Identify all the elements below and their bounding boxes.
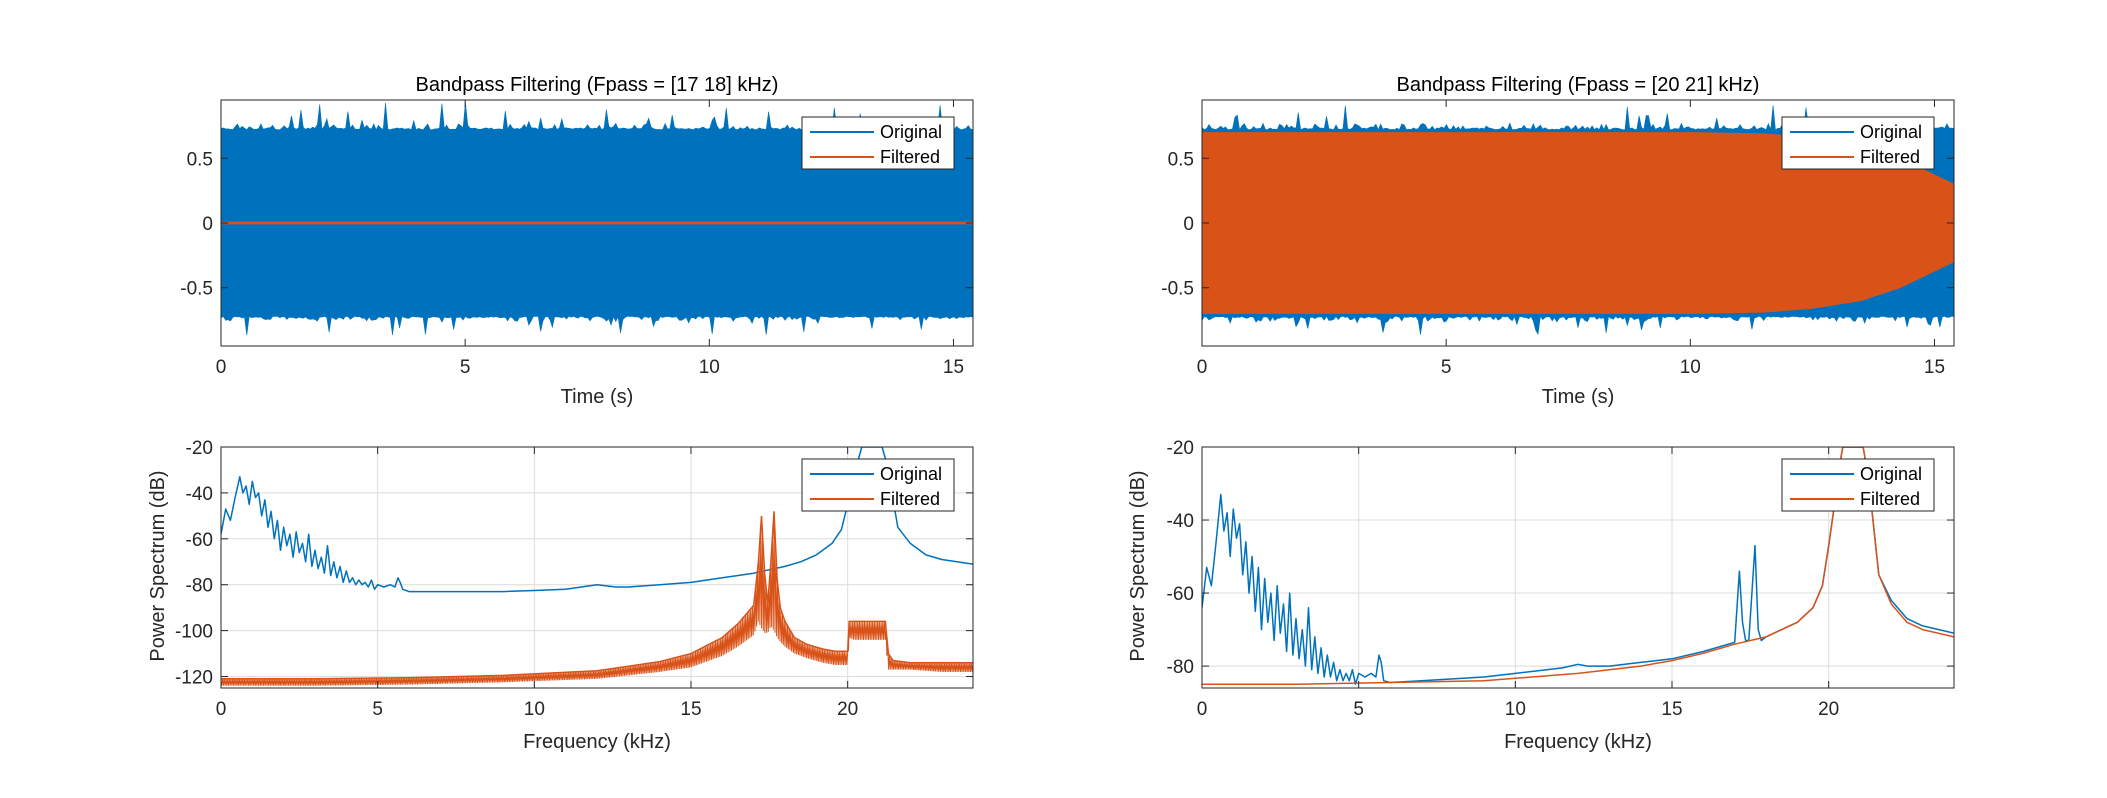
legend[interactable]: Original Filtered	[1781, 458, 1935, 512]
y-tick-label: 0	[202, 214, 213, 235]
y-tick-label: -0.5	[180, 279, 213, 300]
x-tick-label: 0	[216, 357, 227, 378]
x-axis-label: Frequency (kHz)	[1504, 731, 1652, 753]
legend-box	[1781, 458, 1935, 512]
y-tick-label: -60	[186, 530, 213, 551]
x-tick-label: 15	[1924, 357, 1945, 378]
series-group	[1202, 105, 1954, 336]
series-group	[1202, 447, 1954, 686]
x-axis-label: Time (s)	[1542, 386, 1615, 408]
legend-label-filtered: Filtered	[1860, 147, 1920, 167]
series-group	[221, 102, 973, 336]
y-tick-label: -80	[1167, 657, 1194, 678]
series-original	[221, 447, 973, 593]
legend-box	[1781, 116, 1935, 170]
series-filtered-peak-envelope	[221, 511, 973, 680]
y-tick-label: -40	[186, 484, 213, 505]
x-tick-label: 20	[837, 699, 858, 720]
x-tick-label: 15	[1661, 699, 1682, 720]
legend-label-original: Original	[1860, 122, 1922, 142]
y-tick-label: -60	[1167, 584, 1194, 605]
axes-frame	[1201, 446, 1955, 689]
legend[interactable]: Original Filtered	[801, 458, 955, 512]
series-group	[221, 447, 973, 686]
legend-label-original: Original	[880, 464, 942, 484]
x-tick-label: 5	[372, 699, 383, 720]
x-tick-label: 15	[943, 357, 964, 378]
x-tick-label: 0	[1197, 357, 1208, 378]
y-tick-label: 0.5	[1168, 149, 1194, 170]
x-tick-label: 10	[1680, 357, 1701, 378]
series-filtered	[1202, 132, 1954, 314]
axes-frame	[220, 446, 974, 689]
x-tick-label: 0	[216, 699, 227, 720]
series-original	[221, 102, 973, 336]
series-filtered	[221, 221, 973, 225]
panel-spectrum-17-18: Frequency (kHz) Power Spectrum (dB) 0 5 10…	[147, 438, 974, 753]
x-axis-label: Time (s)	[561, 386, 634, 408]
legend-label-original: Original	[880, 122, 942, 142]
legend-box	[801, 116, 955, 170]
legend[interactable]: Original Filtered	[1781, 116, 1935, 170]
series-filtered	[1202, 447, 1954, 686]
x-tick-label: 10	[524, 699, 545, 720]
y-tick-label: 0.5	[187, 149, 213, 170]
legend-box	[801, 458, 955, 512]
x-tick-label: 5	[1353, 699, 1364, 720]
y-tick-label: -40	[1167, 511, 1194, 532]
panel-spectrum-20-21: Frequency (kHz) Power Spectrum (dB) 0 5 10…	[1127, 438, 1955, 753]
y-tick-label: -120	[175, 668, 213, 689]
x-tick-label: 15	[680, 699, 701, 720]
y-tick-label: -0.5	[1161, 279, 1194, 300]
legend-label-filtered: Filtered	[1860, 489, 1920, 509]
x-tick-label: 5	[460, 357, 471, 378]
legend-label-original: Original	[1860, 464, 1922, 484]
panel-time-domain-20-21: Bandpass Filtering (Fpass = [20 21] kHz)…	[1161, 74, 1955, 408]
y-tick-label: -80	[186, 576, 213, 597]
x-tick-label: 10	[699, 357, 720, 378]
y-tick-label: -20	[186, 438, 213, 459]
x-tick-label: 5	[1441, 357, 1452, 378]
x-axis-label: Frequency (kHz)	[523, 731, 671, 753]
x-tick-label: 20	[1818, 699, 1839, 720]
y-tick-label: -20	[1167, 438, 1194, 459]
x-tick-label: 10	[1505, 699, 1526, 720]
y-axis-label: Power Spectrum (dB)	[1127, 470, 1149, 661]
legend[interactable]: Original Filtered	[801, 116, 955, 170]
legend-label-filtered: Filtered	[880, 489, 940, 509]
y-tick-label: 0	[1183, 214, 1194, 235]
legend-label-filtered: Filtered	[880, 147, 940, 167]
panel-time-domain-17-18: Bandpass Filtering (Fpass = [17 18] kHz)…	[180, 74, 974, 408]
y-axis-label: Power Spectrum (dB)	[147, 470, 169, 661]
chart-title: Bandpass Filtering (Fpass = [20 21] kHz)	[1397, 74, 1760, 96]
x-tick-label: 0	[1197, 699, 1208, 720]
chart-title: Bandpass Filtering (Fpass = [17 18] kHz)	[416, 74, 779, 96]
y-tick-label: -100	[175, 622, 213, 643]
